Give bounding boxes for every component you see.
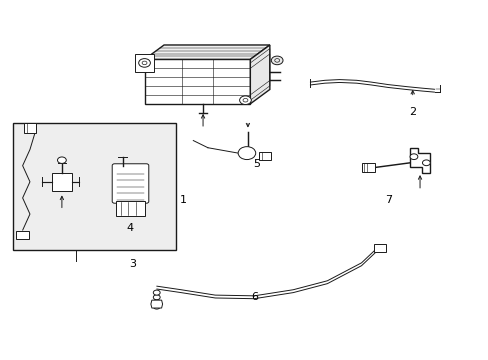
Text: 2: 2 (408, 107, 415, 117)
Text: 3: 3 (128, 259, 136, 269)
Polygon shape (144, 45, 269, 59)
Circle shape (238, 147, 255, 159)
Circle shape (422, 160, 429, 166)
Bar (116, 201, 144, 216)
Circle shape (153, 304, 160, 309)
Circle shape (271, 56, 283, 65)
Bar (13, 123, 176, 250)
Circle shape (239, 96, 251, 104)
Text: 4: 4 (126, 224, 133, 233)
Bar (16, 231, 29, 239)
Bar (23, 123, 36, 134)
Polygon shape (250, 45, 269, 104)
Circle shape (153, 290, 160, 295)
Bar (373, 244, 385, 252)
Polygon shape (144, 59, 250, 104)
Polygon shape (409, 148, 429, 173)
Polygon shape (135, 54, 154, 72)
Bar (259, 152, 271, 160)
Polygon shape (151, 300, 162, 308)
Circle shape (409, 154, 417, 159)
Bar (361, 163, 374, 172)
Circle shape (274, 59, 279, 62)
Text: 5: 5 (253, 159, 260, 169)
Text: 6: 6 (250, 292, 257, 302)
Text: 1: 1 (180, 195, 187, 205)
Circle shape (139, 59, 150, 67)
Circle shape (153, 300, 160, 305)
Circle shape (142, 61, 147, 65)
Circle shape (243, 98, 247, 102)
Circle shape (58, 157, 66, 163)
FancyBboxPatch shape (112, 164, 148, 203)
Circle shape (153, 295, 160, 300)
Text: 7: 7 (384, 195, 391, 205)
Polygon shape (52, 173, 72, 191)
